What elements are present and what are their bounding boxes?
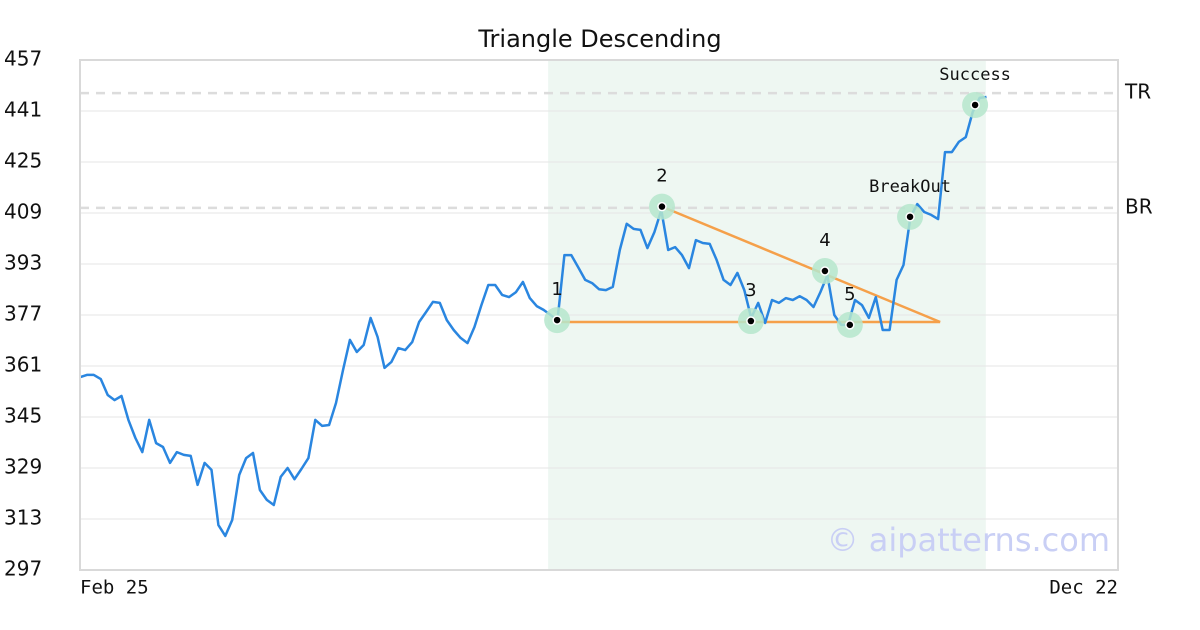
y-tick-label: 425: [4, 149, 42, 173]
point-label: 5: [844, 284, 855, 305]
point-dot: [746, 316, 756, 326]
y-tick-label: 441: [4, 98, 42, 122]
reference-label: BR: [1125, 194, 1153, 218]
y-tick-label: 377: [4, 302, 42, 326]
y-tick-label: 409: [4, 200, 42, 224]
point-label: 1: [551, 279, 562, 300]
y-tick-label: 313: [4, 506, 42, 530]
y-tick-label: 345: [4, 404, 42, 428]
watermark: © aipatterns.com: [827, 521, 1110, 559]
y-tick-label: 457: [4, 47, 42, 71]
point-label: Success: [939, 65, 1011, 85]
reference-label: TR: [1124, 80, 1151, 104]
x-tick-label: Feb 25: [80, 577, 149, 599]
chart-title: Triangle Descending: [477, 25, 721, 53]
y-tick-label: 361: [4, 353, 42, 377]
point-dot: [905, 212, 915, 222]
y-tick-label: 329: [4, 455, 42, 479]
y-tick-label: 393: [4, 251, 42, 275]
point-label: BreakOut: [869, 177, 951, 197]
point-dot: [970, 100, 980, 110]
point-label: 2: [656, 166, 667, 187]
point-label: 3: [745, 280, 756, 301]
y-tick-label: 297: [4, 557, 42, 581]
x-tick-label: Dec 22: [1049, 577, 1118, 599]
price-line: [79, 95, 987, 538]
point-dot: [657, 201, 667, 212]
point-label: 4: [819, 230, 830, 251]
point-dot: [552, 315, 562, 325]
point-dot: [820, 266, 830, 276]
point-dot: [845, 320, 855, 330]
plot-frame: [79, 59, 1119, 571]
